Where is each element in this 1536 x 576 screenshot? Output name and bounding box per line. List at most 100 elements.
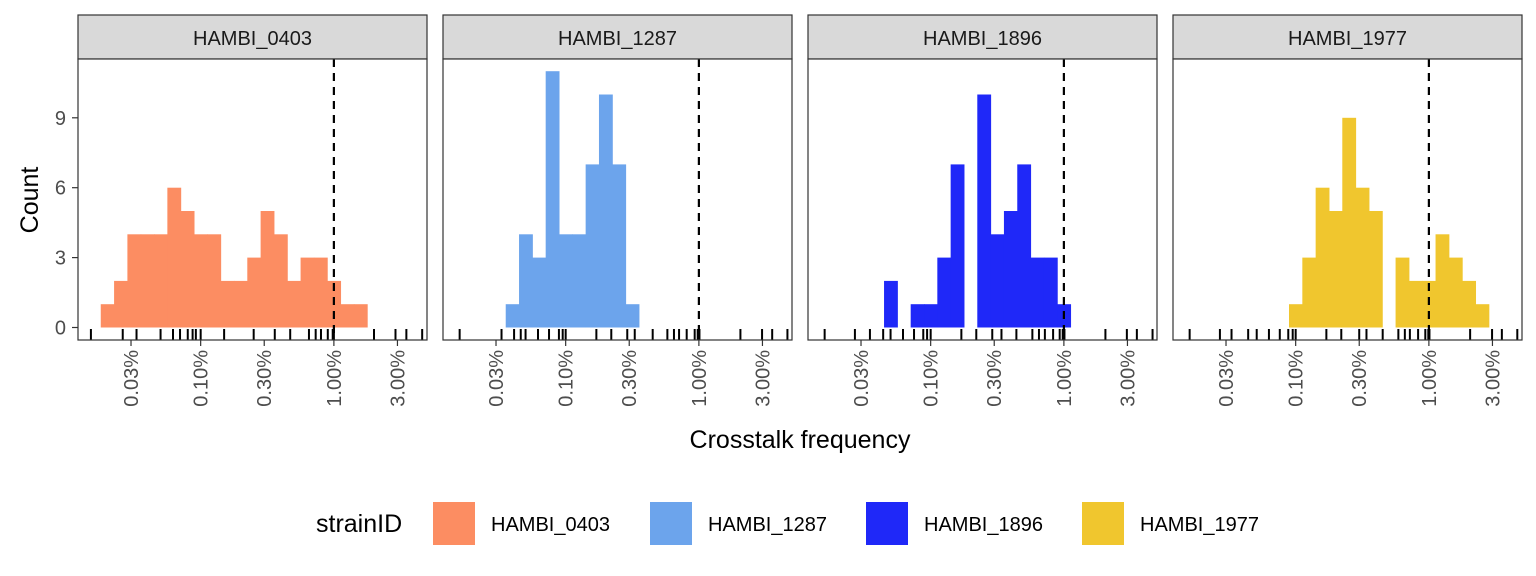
y-axis-title: Count [16, 167, 44, 234]
histogram-bar [1289, 304, 1303, 328]
histogram-bar [545, 71, 560, 328]
histogram-bar [598, 94, 613, 328]
legend-label: HAMBI_0403 [491, 514, 610, 536]
histogram-bar [937, 257, 952, 328]
panel-border [442, 58, 793, 341]
histogram-bar [233, 280, 248, 328]
legend-items: HAMBI_0403 HAMBI_1287 HAMBI_1896 HAMBI_1977 [433, 502, 1259, 545]
legend-label: HAMBI_1896 [924, 514, 1043, 536]
histogram-bar [532, 257, 547, 328]
x-axis-tick-label: 0.10% [921, 350, 943, 407]
legend: strainID HAMBI_0403 HAMBI_1287 HAMBI_1896 H… [316, 502, 1259, 545]
histogram-bar [154, 234, 168, 328]
x-axis-tick-label: 0.30% [254, 350, 276, 407]
histogram-bar [1435, 234, 1450, 328]
legend-label: HAMBI_1977 [1140, 514, 1259, 536]
x-axis-tick-label: 0.10% [556, 350, 578, 407]
histogram-bar [194, 234, 208, 328]
histogram-bar [167, 187, 182, 328]
histogram-bar [990, 234, 1005, 328]
y-axis-tick-label: 6 [55, 178, 66, 200]
facet-panel: HAMBI_1977 0.03% 0.10% 0.30% 1.00% 3.00% [1172, 14, 1523, 407]
histogram-bar [247, 257, 262, 328]
histogram-bar [910, 304, 925, 328]
histogram-bar [559, 234, 573, 328]
x-axis-tick-label: 0.03% [486, 350, 508, 407]
legend-key [650, 502, 692, 545]
legend-key [866, 502, 908, 545]
histogram-bar [287, 280, 302, 328]
facet-panel: HAMBI_1287 0.03% 0.10% 0.30% 1.00% 3.00% [442, 14, 793, 407]
histogram-bar [1030, 257, 1045, 328]
histogram-bar [1043, 257, 1058, 328]
histogram-bar [625, 304, 640, 328]
histogram-bar [1315, 187, 1330, 328]
panel-border [77, 58, 428, 341]
histogram-bar [1448, 257, 1463, 328]
histogram-bar [300, 257, 315, 328]
x-axis-title: Crosstalk frequency [690, 426, 911, 454]
panel-border [807, 58, 1158, 341]
x-axis-tick-label: 0.03% [121, 350, 143, 407]
x-axis-tick-label: 1.00% [1054, 350, 1076, 407]
x-axis-tick-label: 1.00% [1419, 350, 1441, 407]
facet-strip-label: HAMBI_1287 [558, 28, 677, 50]
histogram-bar [1342, 117, 1357, 328]
y-axis-tick-label: 0 [55, 318, 66, 340]
histogram-bar [950, 164, 965, 328]
x-axis-tick-label: 0.10% [1286, 350, 1308, 407]
x-axis-tick-label: 0.30% [984, 350, 1006, 407]
panel-border [1172, 58, 1523, 341]
legend-key [1082, 502, 1124, 545]
legend-title: strainID [316, 510, 402, 538]
histogram-bar [1302, 257, 1317, 328]
legend-label: HAMBI_1287 [708, 514, 827, 536]
histogram-bar [260, 211, 275, 328]
facet-strip-label: HAMBI_0403 [193, 28, 312, 50]
x-axis-tick-label: 0.03% [1216, 350, 1238, 407]
x-axis-tick-label: 3.00% [752, 350, 774, 407]
x-axis-tick-label: 0.03% [851, 350, 873, 407]
histogram-bar [585, 164, 600, 328]
facet-strip [1172, 14, 1523, 60]
histogram-bar [353, 304, 368, 328]
histogram-bar [572, 234, 587, 328]
x-axis-tick-label: 0.10% [191, 350, 213, 407]
histogram-bar [1355, 187, 1370, 328]
facet-strip [442, 14, 793, 60]
x-axis-tick-label: 1.00% [689, 350, 711, 407]
histogram-bar [340, 304, 355, 328]
histogram-bar [1475, 304, 1490, 328]
facet-panel: HAMBI_1896 0.03% 0.10% 0.30% 1.00% 3.00% [807, 14, 1158, 407]
y-axis-tick-label: 9 [55, 108, 66, 130]
histogram-bar [1395, 257, 1410, 328]
histogram-bar [127, 234, 142, 328]
histogram-bar [100, 304, 115, 328]
x-axis-tick-label: 3.00% [387, 350, 409, 407]
x-axis-tick-label: 3.00% [1117, 350, 1139, 407]
facet-strip [77, 14, 428, 60]
legend-key [433, 502, 475, 545]
x-axis-tick-label: 3.00% [1482, 350, 1504, 407]
y-axis-tick-label: 3 [55, 248, 66, 270]
histogram-bar [140, 234, 155, 328]
histogram-bar [505, 304, 520, 328]
histogram-bar [1017, 164, 1032, 328]
histogram-bar [207, 234, 222, 328]
histogram-bar [180, 211, 195, 328]
facet-panel: HAMBI_0403 0.03% 0.10% 0.30% 1.00% 3.00% 0 3 6 9 [55, 14, 428, 407]
histogram-bar [1368, 211, 1383, 328]
histogram-bar [1003, 211, 1018, 328]
facet-strip [807, 14, 1158, 60]
facet-strip-label: HAMBI_1896 [923, 28, 1042, 50]
histogram-bar [612, 164, 627, 328]
histogram-bar [220, 280, 235, 328]
x-axis-tick-label: 1.00% [324, 350, 346, 407]
histogram-bar [313, 257, 328, 328]
histogram-bar [519, 234, 533, 328]
histogram-bar [114, 280, 128, 328]
histogram-bar [924, 304, 938, 328]
x-axis-tick-label: 0.30% [1349, 350, 1371, 407]
